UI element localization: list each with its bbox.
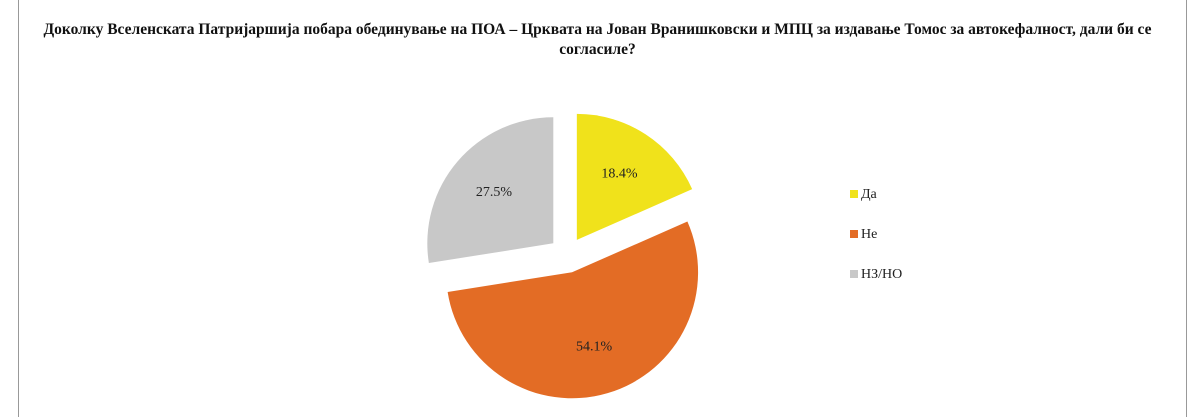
legend-swatch bbox=[850, 230, 858, 238]
chart-title: Доколку Вселенската Патријаршија побара … bbox=[43, 21, 1152, 58]
pie-slice bbox=[576, 113, 693, 240]
legend-label: Да bbox=[861, 187, 878, 202]
legend-swatch bbox=[850, 190, 858, 198]
legend-label: Не bbox=[861, 227, 877, 242]
data-label: 18.4% bbox=[601, 167, 638, 182]
legend-label: НЗ/НО bbox=[861, 267, 902, 282]
data-label: 54.1% bbox=[576, 339, 613, 354]
pie-slice bbox=[427, 117, 554, 264]
pie-slice bbox=[447, 221, 699, 399]
data-label: 27.5% bbox=[476, 185, 513, 200]
legend-swatch bbox=[850, 270, 858, 278]
